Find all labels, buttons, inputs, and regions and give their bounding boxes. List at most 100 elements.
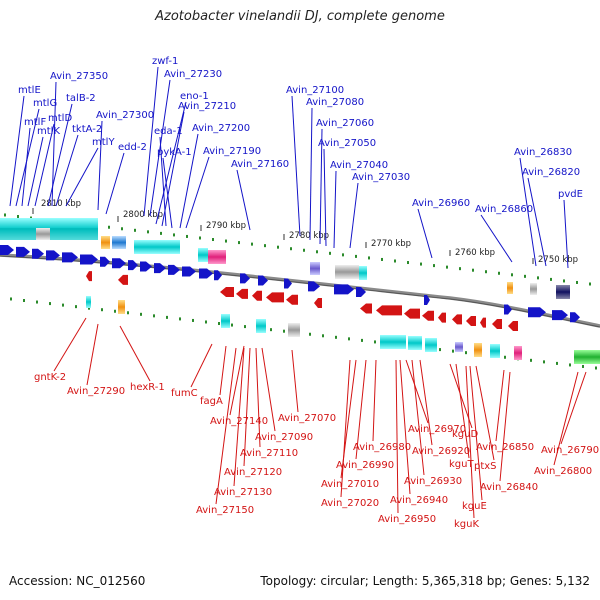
forward-gene-arrow[interactable] [168, 264, 180, 275]
forward-gene-arrow[interactable] [356, 287, 366, 298]
forward-gene-arrow[interactable] [128, 260, 138, 271]
reverse-gene-label[interactable]: gntK-2 [34, 372, 66, 383]
forward-gene-label[interactable]: Avin_27080 [306, 97, 364, 108]
gene-box[interactable] [335, 265, 359, 279]
forward-gene-arrow[interactable] [570, 312, 580, 323]
forward-gene-label[interactable]: Avin_27300 [96, 110, 154, 121]
forward-gene-label[interactable]: Avin_27030 [352, 172, 410, 183]
reverse-gene-label[interactable]: Avin_26850 [476, 442, 534, 453]
reverse-gene-arrow[interactable] [118, 274, 128, 285]
forward-gene-arrow[interactable] [46, 250, 60, 261]
forward-gene-arrow[interactable] [80, 254, 98, 265]
reverse-gene-label[interactable]: Avin_26840 [480, 482, 538, 493]
forward-gene-arrow[interactable] [100, 256, 110, 267]
gene-box[interactable] [310, 262, 320, 275]
reverse-gene-label[interactable]: Avin_26940 [390, 495, 448, 506]
forward-gene-arrow[interactable] [112, 258, 126, 269]
reverse-gene-label[interactable]: fumC [171, 388, 198, 399]
forward-gene-arrow[interactable] [32, 248, 44, 259]
reverse-gene-label[interactable]: hexR-1 [130, 382, 165, 393]
gene-box[interactable] [408, 336, 422, 350]
reverse-gene-arrow[interactable] [480, 317, 486, 328]
reverse-gene-arrow[interactable] [452, 314, 462, 325]
gene-box[interactable] [112, 236, 126, 249]
reverse-gene-label[interactable]: Avin_26930 [404, 476, 462, 487]
gene-box[interactable] [288, 323, 300, 337]
reverse-gene-label[interactable]: fagA [200, 396, 223, 407]
forward-gene-arrow[interactable] [214, 270, 222, 281]
reverse-gene-arrow[interactable] [438, 312, 446, 323]
reverse-gene-arrow[interactable] [422, 310, 434, 321]
forward-gene-arrow[interactable] [424, 295, 430, 306]
forward-gene-label[interactable]: tktA-2 [72, 124, 102, 135]
gene-box[interactable] [425, 338, 437, 352]
gene-box[interactable] [198, 248, 208, 262]
forward-gene-label[interactable]: Avin_27200 [192, 123, 250, 134]
forward-gene-label[interactable]: talB-2 [66, 93, 96, 104]
gene-box[interactable] [380, 335, 406, 349]
gene-box[interactable] [359, 266, 367, 280]
reverse-gene-arrow[interactable] [466, 315, 476, 326]
forward-gene-label[interactable]: Avin_27040 [330, 160, 388, 171]
forward-gene-arrow[interactable] [62, 252, 78, 263]
gene-box[interactable] [507, 282, 513, 294]
reverse-gene-label[interactable]: Avin_26980 [353, 442, 411, 453]
forward-gene-label[interactable]: mtlY [92, 137, 115, 148]
forward-gene-label[interactable]: eno-1 [180, 91, 209, 102]
gene-box[interactable] [530, 283, 537, 295]
forward-gene-arrow[interactable] [528, 307, 546, 318]
gene-box[interactable] [86, 296, 91, 308]
forward-gene-label[interactable]: edd-2 [118, 142, 147, 153]
gene-box[interactable] [455, 342, 463, 352]
forward-gene-arrow[interactable] [240, 273, 250, 284]
forward-gene-arrow[interactable] [199, 268, 213, 279]
forward-gene-label[interactable]: mtlK [37, 126, 60, 137]
forward-gene-label[interactable]: Avin_26820 [522, 167, 580, 178]
reverse-gene-label[interactable]: Avin_26800 [534, 466, 592, 477]
reverse-gene-label[interactable]: Avin_26970 [408, 424, 466, 435]
forward-gene-label[interactable]: pykA-1 [157, 147, 192, 158]
forward-gene-label[interactable]: Avin_27210 [178, 101, 236, 112]
forward-gene-label[interactable]: Avin_27050 [318, 138, 376, 149]
forward-gene-arrow[interactable] [0, 245, 14, 255]
gene-box[interactable] [36, 228, 50, 240]
reverse-gene-label[interactable]: Avin_27090 [255, 432, 313, 443]
reverse-gene-label[interactable]: Avin_27020 [321, 498, 379, 509]
forward-gene-label[interactable]: Avin_27100 [286, 85, 344, 96]
reverse-gene-label[interactable]: kguK [454, 519, 479, 530]
reverse-gene-label[interactable]: Avin_26790 [541, 445, 599, 456]
forward-gene-label[interactable]: Avin_27160 [231, 159, 289, 170]
gene-box[interactable] [474, 343, 482, 357]
forward-gene-arrow[interactable] [284, 278, 292, 289]
reverse-gene-label[interactable]: Avin_26990 [336, 460, 394, 471]
reverse-gene-label[interactable]: kguT [449, 459, 474, 470]
reverse-gene-arrow[interactable] [266, 292, 284, 303]
forward-gene-arrow[interactable] [154, 263, 166, 274]
forward-gene-label[interactable]: Avin_27350 [50, 71, 108, 82]
forward-gene-label[interactable]: mtlG [33, 98, 57, 109]
forward-genes[interactable] [0, 245, 580, 323]
reverse-genes[interactable] [86, 271, 518, 331]
reverse-gene-arrow[interactable] [314, 298, 322, 309]
reverse-gene-arrow[interactable] [492, 319, 502, 330]
reverse-gene-label[interactable]: Avin_26950 [378, 514, 436, 525]
forward-gene-label[interactable]: Avin_26830 [514, 147, 572, 158]
forward-gene-arrow[interactable] [308, 281, 320, 292]
gene-box[interactable] [221, 314, 230, 328]
gene-box[interactable] [101, 236, 110, 249]
reverse-gene-arrow[interactable] [220, 286, 234, 297]
forward-gene-label[interactable]: Avin_27190 [203, 146, 261, 157]
gene-box[interactable] [118, 300, 125, 314]
reverse-gene-label[interactable]: Avin_27120 [224, 467, 282, 478]
forward-gene-label[interactable]: pvdE [558, 189, 583, 200]
reverse-gene-label[interactable]: Avin_27110 [240, 448, 298, 459]
forward-gene-label[interactable]: Avin_26860 [475, 204, 533, 215]
reverse-gene-arrow[interactable] [86, 271, 92, 282]
reverse-gene-label[interactable]: kguD [452, 429, 478, 440]
reverse-gene-arrow[interactable] [508, 320, 518, 331]
reverse-gene-label[interactable]: Avin_27150 [196, 505, 254, 516]
reverse-gene-label[interactable]: kguE [462, 501, 487, 512]
gene-box[interactable] [490, 344, 500, 358]
reverse-gene-label[interactable]: Avin_26920 [412, 446, 470, 457]
